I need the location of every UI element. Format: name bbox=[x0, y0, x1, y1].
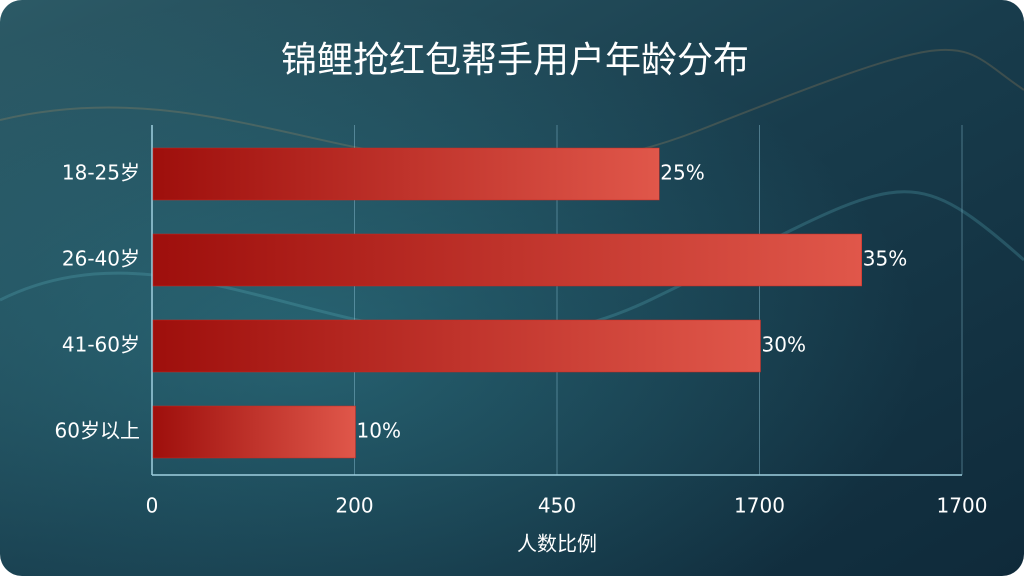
x-axis-label: 人数比例 bbox=[517, 532, 597, 556]
x-tick-label: 1700 bbox=[734, 494, 785, 518]
x-tick-label: 0 bbox=[146, 494, 159, 518]
y-tick-label: 18-25岁 bbox=[62, 161, 140, 185]
y-tick-label: 41-60岁 bbox=[62, 333, 140, 357]
y-tick-label: 60岁以上 bbox=[55, 419, 140, 443]
x-tick-label: 450 bbox=[538, 494, 576, 518]
value-label: 30% bbox=[762, 333, 806, 357]
y-tick-label: 26-40岁 bbox=[62, 247, 140, 271]
chart-title: 锦鲤抢红包帮手用户年龄分布 bbox=[281, 40, 749, 81]
value-label: 25% bbox=[660, 161, 704, 185]
bar bbox=[152, 319, 761, 373]
x-tick-label: 1700 bbox=[937, 494, 988, 518]
x-tick-label: 200 bbox=[335, 494, 373, 518]
bar bbox=[152, 233, 862, 287]
bar bbox=[152, 147, 660, 201]
value-label: 10% bbox=[357, 419, 401, 443]
bar bbox=[152, 405, 356, 459]
value-label: 35% bbox=[863, 247, 907, 271]
